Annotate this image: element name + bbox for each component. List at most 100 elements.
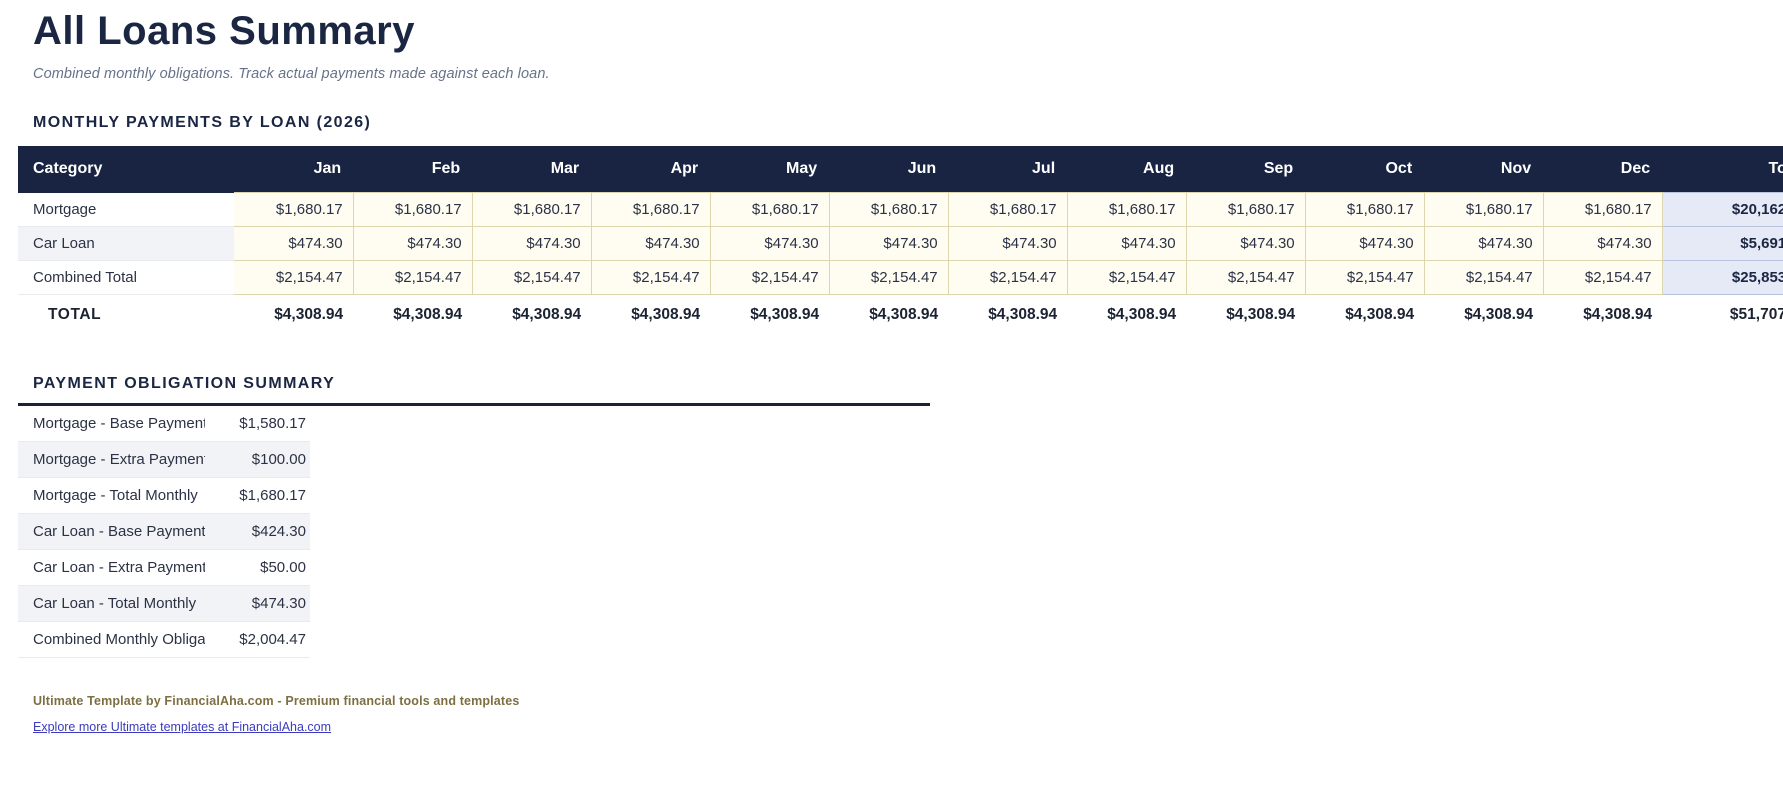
obligation-label: Car Loan - Base Payment xyxy=(18,513,205,551)
cell-oct: $1,680.17 xyxy=(1305,192,1425,228)
list-item: Mortgage - Total Monthly $1,680.17 xyxy=(18,477,310,515)
row-label: Combined Total xyxy=(18,260,235,296)
obligation-value: $50.00 xyxy=(205,549,310,587)
grand-total-cell-nov: $4,308.94 xyxy=(1424,294,1544,336)
cell-jul: $1,680.17 xyxy=(948,192,1068,228)
grand-total-cell-dec: $4,308.94 xyxy=(1543,294,1663,336)
obligation-value: $2,004.47 xyxy=(205,621,310,659)
cell-dec: $474.30 xyxy=(1543,226,1663,262)
footer-note: Ultimate Template by FinancialAha.com - … xyxy=(33,694,520,709)
obligation-label: Combined Monthly Obligation xyxy=(18,621,205,659)
cell-sep: $2,154.47 xyxy=(1186,260,1306,296)
cell-total: $25,853.64 xyxy=(1661,260,1783,296)
cell-mar: $1,680.17 xyxy=(472,192,592,228)
obligation-value: $424.30 xyxy=(205,513,310,551)
grand-total-cell-feb: $4,308.94 xyxy=(353,294,473,336)
column-header-nov: Nov xyxy=(1424,146,1544,193)
cell-feb: $474.30 xyxy=(353,226,473,262)
cell-jul: $2,154.47 xyxy=(948,260,1068,296)
obligation-value: $1,580.17 xyxy=(205,406,310,443)
obligation-value: $100.00 xyxy=(205,441,310,479)
section-divider xyxy=(18,403,930,407)
cell-aug: $2,154.47 xyxy=(1067,260,1187,296)
list-item: Mortgage - Base Payment $1,580.17 xyxy=(18,406,310,443)
list-item: Mortgage - Extra Payment $100.00 xyxy=(18,441,310,479)
column-header-category: Category xyxy=(18,146,235,193)
cell-nov: $1,680.17 xyxy=(1424,192,1544,228)
column-header-oct: Oct xyxy=(1305,146,1425,193)
cell-jun: $1,680.17 xyxy=(829,192,949,228)
grand-total-cell-jun: $4,308.94 xyxy=(829,294,949,336)
grand-total-cell-mar: $4,308.94 xyxy=(472,294,592,336)
cell-oct: $2,154.47 xyxy=(1305,260,1425,296)
cell-jun: $474.30 xyxy=(829,226,949,262)
column-header-feb: Feb xyxy=(353,146,473,193)
obligation-label: Car Loan - Extra Payment xyxy=(18,549,205,587)
cell-feb: $1,680.17 xyxy=(353,192,473,228)
table-row: Combined Total $2,154.47 $2,154.47 $2,154.4… xyxy=(18,260,1783,296)
cell-apr: $1,680.17 xyxy=(591,192,711,228)
grand-total-cell-may: $4,308.94 xyxy=(710,294,830,336)
row-label: Mortgage xyxy=(18,192,235,228)
list-item: Car Loan - Total Monthly $474.30 xyxy=(18,585,310,623)
column-header-jul: Jul xyxy=(948,146,1068,193)
cell-jan: $2,154.47 xyxy=(234,260,354,296)
cell-jul: $474.30 xyxy=(948,226,1068,262)
obligation-label: Car Loan - Total Monthly xyxy=(18,585,205,623)
cell-jun: $2,154.47 xyxy=(829,260,949,296)
footer-template-link[interactable]: Explore more Ultimate templates at Finan… xyxy=(33,720,332,735)
cell-feb: $2,154.47 xyxy=(353,260,473,296)
grand-total-cell-total: $51,707.28 xyxy=(1662,294,1783,336)
list-item: Combined Monthly Obligation$2,004.47 xyxy=(18,621,310,659)
obligation-label: Mortgage - Total Monthly xyxy=(18,477,205,515)
column-header-sep: Sep xyxy=(1186,146,1306,193)
cell-apr: $474.30 xyxy=(591,226,711,262)
list-item: Car Loan - Base Payment $424.30 xyxy=(18,513,310,551)
page-subtitle: Combined monthly obligations. Track actu… xyxy=(33,66,550,83)
cell-oct: $474.30 xyxy=(1305,226,1425,262)
cell-sep: $474.30 xyxy=(1186,226,1306,262)
cell-sep: $1,680.17 xyxy=(1186,192,1306,228)
grand-total-cell-sep: $4,308.94 xyxy=(1186,294,1306,336)
cell-dec: $2,154.47 xyxy=(1543,260,1663,296)
grand-total-cell-apr: $4,308.94 xyxy=(591,294,711,336)
cell-mar: $474.30 xyxy=(472,226,592,262)
cell-nov: $474.30 xyxy=(1424,226,1544,262)
grand-total-cell-oct: $4,308.94 xyxy=(1305,294,1425,336)
obligation-value: $1,680.17 xyxy=(205,477,310,515)
footer: Ultimate Template by FinancialAha.com - … xyxy=(0,658,1783,736)
cell-nov: $2,154.47 xyxy=(1424,260,1544,296)
obligation-value: $474.30 xyxy=(205,585,310,623)
cell-may: $474.30 xyxy=(710,226,830,262)
cell-total: $5,691.60 xyxy=(1661,226,1783,262)
column-header-mar: Mar xyxy=(472,146,592,193)
cell-jan: $474.30 xyxy=(234,226,354,262)
row-label: Car Loan xyxy=(18,226,235,262)
cell-aug: $474.30 xyxy=(1067,226,1187,262)
page-title: All Loans Summary xyxy=(33,9,415,53)
monthly-payments-table-wrap: Category Jan Feb Mar Apr May Jun Jul Aug Sep Oct No… xyxy=(0,146,1783,336)
column-header-jun: Jun xyxy=(829,146,949,193)
column-header-dec: Dec xyxy=(1543,146,1663,193)
column-header-total: Total xyxy=(1662,146,1783,193)
monthly-payments-table: Category Jan Feb Mar Apr May Jun Jul Aug Sep Oct No… xyxy=(18,146,1783,336)
cell-mar: $2,154.47 xyxy=(472,260,592,296)
grand-total-cell-jul: $4,308.94 xyxy=(948,294,1068,336)
list-item: Car Loan - Extra Payment $50.00 xyxy=(18,549,310,587)
cell-may: $2,154.47 xyxy=(710,260,830,296)
column-header-jan: Jan xyxy=(234,146,354,193)
cell-total: $20,162.04 xyxy=(1661,192,1783,228)
grand-total-label: TOTAL xyxy=(18,294,235,336)
column-header-aug: Aug xyxy=(1067,146,1187,193)
table-row: Car Loan $474.30 $474.30 $474.30 $474.30 $474… xyxy=(18,226,1783,262)
cell-dec: $1,680.17 xyxy=(1543,192,1663,228)
grand-total-row: TOTAL $4,308.94 $4,308.94 $4,308.94 $4,308.9… xyxy=(18,294,1783,336)
grand-total-cell-aug: $4,308.94 xyxy=(1067,294,1187,336)
table-row: Mortgage $1,680.17 $1,680.17 $1,680.17 $1,68… xyxy=(18,192,1783,228)
cell-apr: $2,154.47 xyxy=(591,260,711,296)
cell-aug: $1,680.17 xyxy=(1067,192,1187,228)
cell-jan: $1,680.17 xyxy=(234,192,354,228)
payment-obligation-table: Mortgage - Base Payment $1,580.17 Mortgage… xyxy=(18,406,310,659)
obligation-label: Mortgage - Extra Payment xyxy=(18,441,205,479)
